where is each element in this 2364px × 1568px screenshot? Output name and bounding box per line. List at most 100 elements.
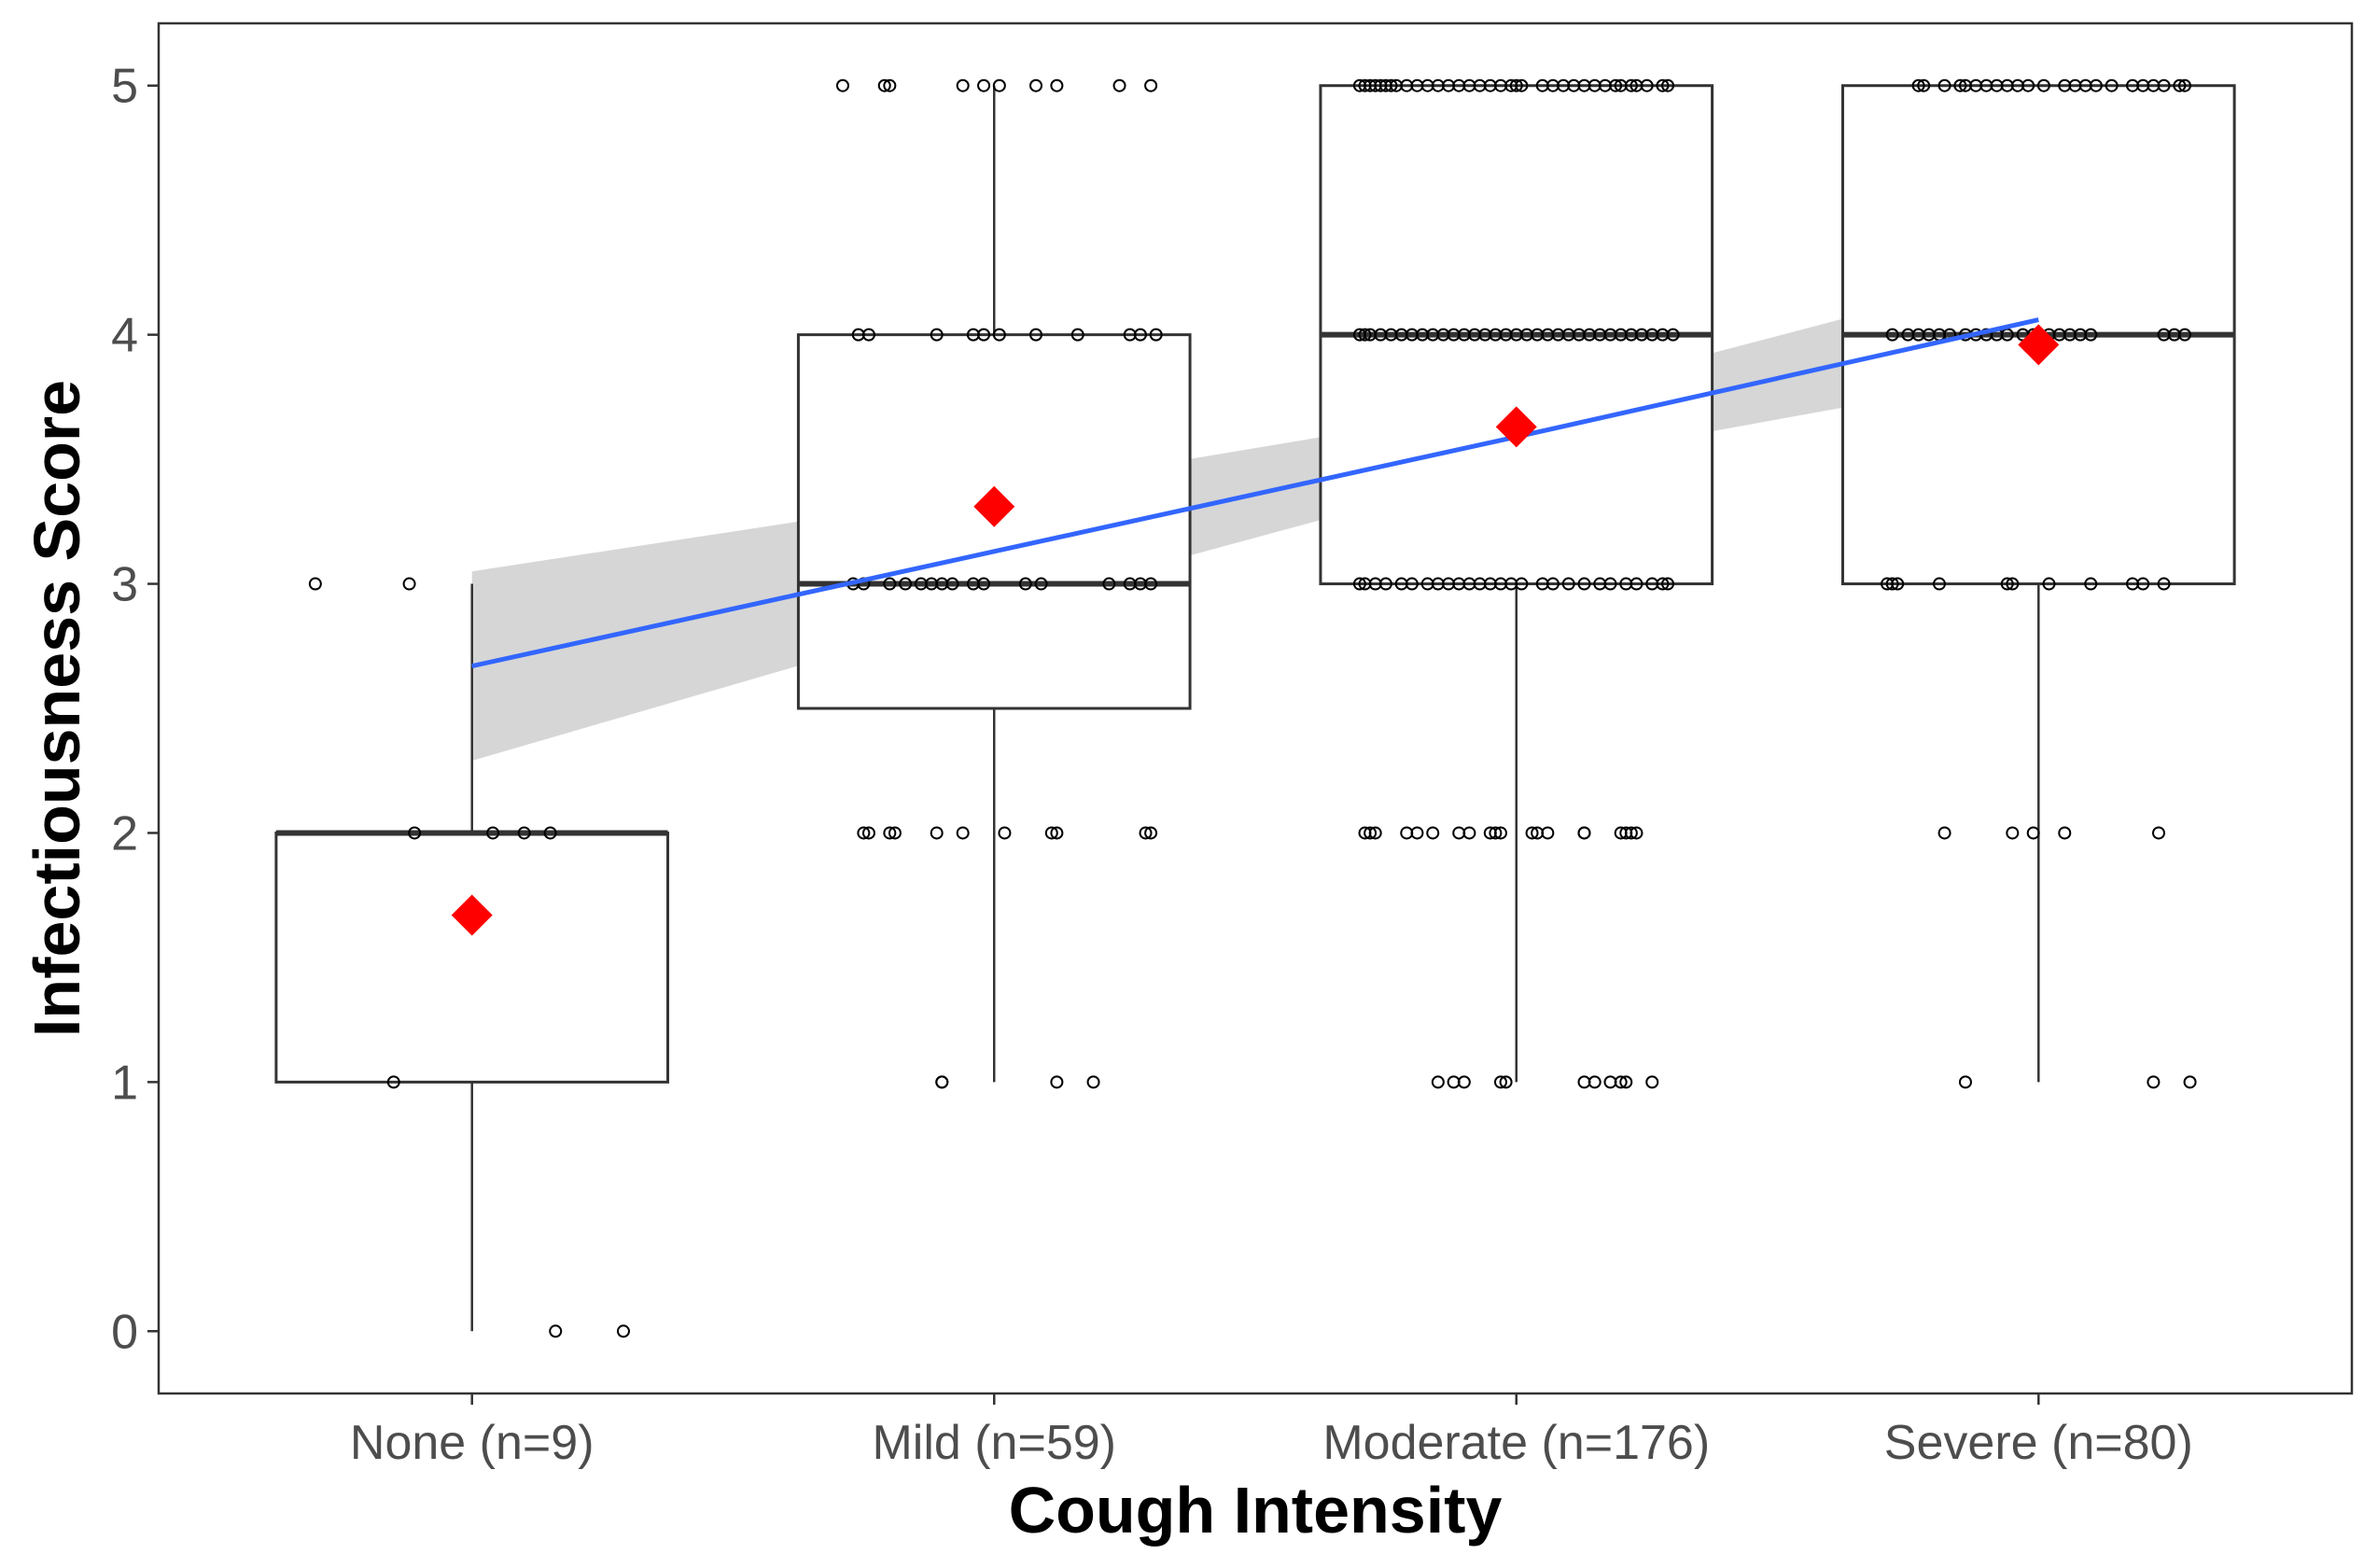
data-point: [861, 328, 875, 342]
data-point: [977, 328, 991, 342]
data-point: [1405, 577, 1419, 591]
data-point: [1609, 78, 1623, 92]
data-point: [1885, 577, 1899, 591]
data-point: [308, 577, 322, 591]
box-body: [274, 831, 670, 1084]
data-point: [1577, 577, 1591, 591]
data-point: [1640, 78, 1654, 92]
data-point: [835, 78, 849, 92]
data-point: [1133, 328, 1147, 342]
data-point: [2136, 577, 2150, 591]
data-point: [977, 577, 991, 591]
data-point: [1932, 577, 1946, 591]
data-point: [1144, 577, 1158, 591]
data-point: [2026, 826, 2040, 840]
mean-marker: [451, 894, 493, 936]
data-point: [1630, 826, 1644, 840]
data-point: [1577, 826, 1591, 840]
data-point: [2006, 577, 2020, 591]
data-point: [1018, 577, 1032, 591]
data-point: [402, 577, 416, 591]
data-point: [2183, 1075, 2197, 1089]
data-point: [1953, 78, 1967, 92]
data-point: [2177, 78, 2191, 92]
data-point: [977, 78, 991, 92]
data-point: [1050, 826, 1064, 840]
data-point: [2084, 577, 2098, 591]
data-point: [1958, 1075, 1972, 1089]
data-point: [2021, 78, 2035, 92]
data-point: [945, 577, 959, 591]
data-point: [2000, 577, 2014, 591]
data-point: [517, 826, 531, 840]
data-point: [992, 78, 1006, 92]
data-point: [2042, 577, 2056, 591]
y-tick-label: 1: [111, 1056, 138, 1110]
data-point: [2089, 78, 2103, 92]
data-point: [930, 328, 944, 342]
data-point: [1044, 826, 1058, 840]
data-point: [1614, 1075, 1628, 1089]
data-point: [899, 577, 913, 591]
data-point: [1509, 78, 1523, 92]
data-point: [1112, 78, 1126, 92]
data-point: [2147, 1075, 2161, 1089]
x-tick-label: Mild (n=59): [872, 1416, 1116, 1470]
data-point: [1561, 577, 1575, 591]
data-point: [883, 826, 897, 840]
x-tick-label: Moderate (n=176): [1322, 1416, 1710, 1470]
data-point: [1426, 826, 1440, 840]
data-point: [956, 826, 970, 840]
points-layer: [308, 78, 2197, 1338]
data-point: [1891, 577, 1905, 591]
y-tick-label: 2: [111, 806, 138, 861]
data-point: [956, 78, 970, 92]
data-point: [1410, 826, 1424, 840]
data-point: [1656, 577, 1670, 591]
data-point: [1515, 78, 1529, 92]
data-point: [935, 1075, 949, 1089]
data-point: [1630, 577, 1644, 591]
box-4: [1840, 84, 2236, 1083]
mean-marker: [973, 485, 1015, 527]
data-point: [1917, 78, 1931, 92]
data-point: [1619, 1075, 1633, 1089]
data-point: [1666, 328, 1680, 342]
data-point: [883, 78, 897, 92]
mean-marker: [1495, 406, 1537, 448]
data-point: [930, 826, 944, 840]
data-point: [1144, 78, 1158, 92]
data-point: [1462, 826, 1476, 840]
means-layer: [451, 324, 2060, 936]
data-point: [1624, 78, 1638, 92]
data-point: [857, 826, 871, 840]
data-point: [1515, 577, 1529, 591]
data-point: [992, 328, 1006, 342]
data-point: [1588, 1075, 1602, 1089]
box-1: [274, 583, 670, 1332]
data-point: [2036, 78, 2050, 92]
data-point: [1937, 78, 1951, 92]
data-point: [1102, 577, 1116, 591]
data-point: [1149, 328, 1163, 342]
y-tick-label: 3: [111, 558, 138, 612]
data-point: [861, 826, 875, 840]
data-point: [2058, 826, 2072, 840]
data-point: [1546, 577, 1560, 591]
data-point: [1364, 826, 1378, 840]
y-tick-label: 4: [111, 309, 138, 363]
data-point: [1661, 577, 1675, 591]
x-tick-label: Severe (n=80): [1884, 1416, 2193, 1470]
data-point: [1493, 826, 1507, 840]
y-tick-label: 5: [111, 60, 138, 114]
data-point: [1493, 1075, 1507, 1089]
data-point: [1378, 577, 1392, 591]
data-point: [1911, 78, 1925, 92]
data-point: [1384, 78, 1398, 92]
data-point: [1368, 826, 1382, 840]
data-point: [2006, 826, 2020, 840]
data-point: [1645, 1075, 1659, 1089]
data-point: [1656, 78, 1670, 92]
data-point: [1661, 78, 1675, 92]
